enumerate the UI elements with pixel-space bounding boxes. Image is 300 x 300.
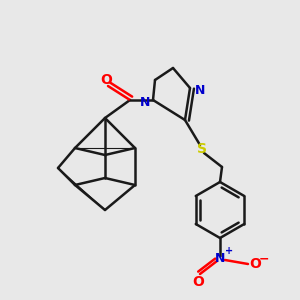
- Text: O: O: [249, 257, 261, 271]
- Text: N: N: [215, 251, 225, 265]
- Text: N: N: [195, 83, 205, 97]
- Text: +: +: [225, 246, 233, 256]
- Text: S: S: [197, 142, 207, 156]
- Text: −: −: [259, 253, 269, 266]
- Text: O: O: [192, 275, 204, 289]
- Text: O: O: [100, 73, 112, 87]
- Text: N: N: [140, 95, 150, 109]
